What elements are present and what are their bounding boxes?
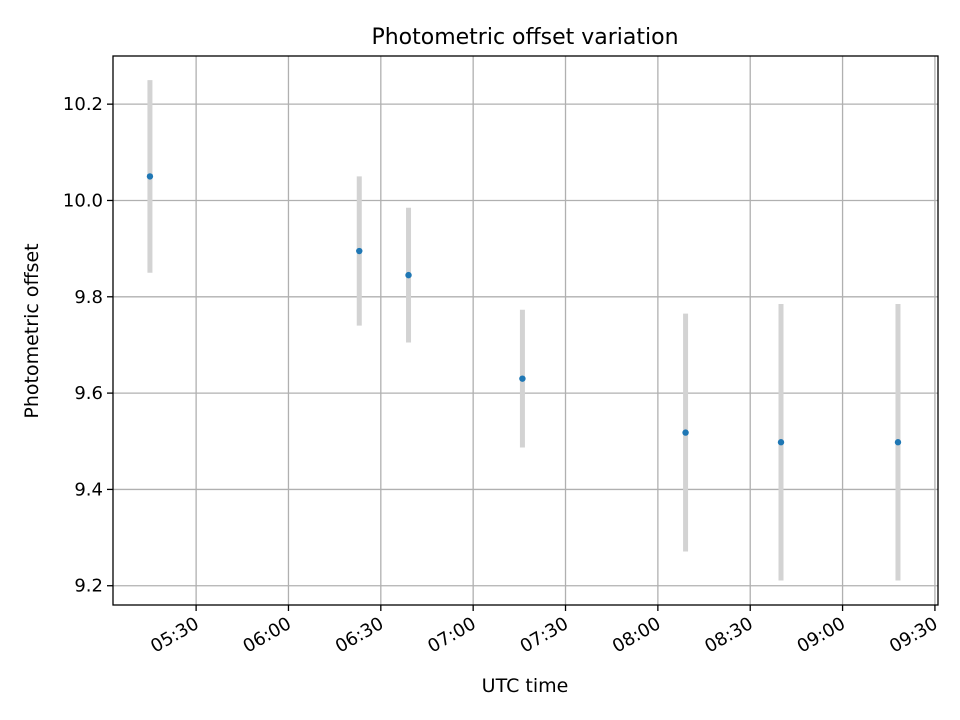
data-points — [146, 173, 902, 446]
data-point — [682, 429, 689, 436]
grid — [113, 56, 938, 605]
data-point — [519, 375, 526, 382]
data-point — [405, 271, 412, 279]
y-tick-label: 10.0 — [63, 190, 103, 211]
x-axis-label: UTC time — [482, 675, 569, 697]
y-tick-label: 9.6 — [74, 383, 103, 404]
y-tick-label: 10.2 — [63, 94, 103, 115]
y-axis-ticks: 9.2 9.4 9.6 9.8 10.0 10.2 — [63, 94, 113, 597]
chart-title: Photometric offset variation — [371, 25, 678, 50]
plot-frame — [112, 55, 939, 606]
y-tick-label: 9.2 — [74, 576, 103, 597]
data-point — [146, 173, 154, 180]
y-axis-label: Photometric offset — [21, 243, 43, 418]
y-tick-label: 9.4 — [74, 479, 103, 500]
data-point — [894, 439, 902, 446]
y-tick-label: 9.8 — [74, 287, 103, 308]
data-point — [777, 439, 785, 446]
data-point — [356, 247, 363, 255]
